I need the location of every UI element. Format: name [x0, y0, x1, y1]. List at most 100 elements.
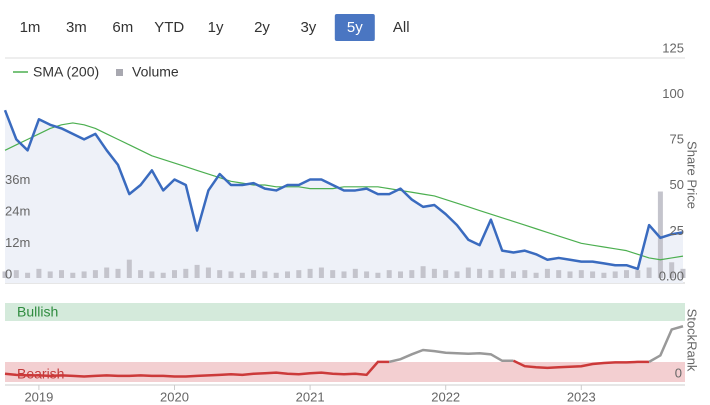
volume-bar: [657, 191, 663, 278]
volume-bar: [70, 272, 76, 278]
y-tick-label: 50: [670, 177, 684, 192]
volume-bar: [375, 272, 381, 278]
band-label: Bullish: [17, 304, 58, 320]
range-button[interactable]: 1m: [20, 19, 41, 36]
volume-bar: [443, 270, 449, 278]
volume-bar: [307, 268, 313, 278]
range-button[interactable]: 3m: [66, 19, 87, 36]
volume-bar: [567, 271, 573, 278]
y-tick-label: 25: [670, 223, 684, 238]
legend-label: Volume: [132, 64, 179, 80]
volume-bar: [194, 264, 200, 278]
stockrank-line: [512, 359, 650, 370]
price-line: [3, 109, 684, 271]
volume-bar: [544, 268, 550, 278]
volume-bar: [25, 272, 31, 278]
legend-label: SMA (200): [33, 64, 99, 80]
range-button[interactable]: 6m: [112, 19, 133, 36]
volume-bar: [409, 270, 415, 278]
x-tick-label: 2023: [567, 389, 596, 404]
volume-bar: [217, 270, 223, 278]
volume-bar: [578, 270, 584, 278]
stockrank-line: [4, 360, 390, 378]
volume-bar: [239, 272, 245, 278]
volume-bar: [160, 272, 166, 278]
volume-bar: [92, 270, 98, 278]
volume-bar: [138, 270, 144, 278]
y-tick-label: 75: [670, 132, 684, 147]
volume-bar: [2, 271, 8, 278]
volume-bar: [149, 271, 155, 278]
volume-bar: [669, 262, 675, 278]
volume-bar: [36, 268, 42, 278]
volume-bar: [251, 270, 257, 278]
volume-bar: [398, 271, 403, 278]
range-button[interactable]: YTD: [154, 19, 184, 36]
volume-bar: [488, 270, 494, 278]
x-tick-label: 2019: [24, 389, 53, 404]
volume-bar: [330, 270, 336, 278]
x-tick-label: 2022: [431, 389, 460, 404]
volume-bar: [612, 271, 618, 278]
y2-tick-label: 24m: [5, 204, 30, 219]
volume-bar: [556, 270, 562, 278]
y2-tick-label: 12m: [5, 235, 30, 250]
range-button-bg[interactable]: [334, 14, 375, 41]
volume-bar: [431, 268, 437, 278]
volume-bar: [646, 267, 652, 278]
range-button[interactable]: 3y: [300, 19, 316, 36]
sma-line: [4, 122, 684, 261]
volume-bar: [499, 268, 505, 278]
volume-bar: [635, 270, 641, 278]
y-tick-label: 100: [662, 86, 684, 101]
volume-bar: [601, 272, 607, 278]
volume-bar: [183, 268, 189, 278]
volume-bar: [454, 271, 460, 278]
volume-bar: [420, 266, 426, 278]
volume-bar: [285, 271, 290, 278]
x-tick-label: 2020: [160, 389, 189, 404]
volume-bar: [477, 268, 483, 278]
range-button[interactable]: 1y: [208, 19, 224, 36]
bullish-band: [5, 303, 685, 321]
volume-bar: [533, 272, 539, 278]
volume-bar: [81, 271, 87, 278]
volume-bar: [352, 268, 358, 278]
range-button[interactable]: 5y: [347, 19, 363, 36]
volume-bar: [228, 271, 234, 278]
y-tick-label: 0.00: [659, 268, 684, 283]
y2-tick-label: 0: [5, 266, 12, 281]
volume-bar: [273, 272, 279, 278]
volume-bar: [205, 267, 211, 278]
volume-bar: [465, 267, 471, 278]
volume-bar: [13, 270, 19, 278]
volume-bar: [511, 271, 516, 278]
volume-bar: [522, 270, 528, 278]
y-tick-label: 0: [675, 365, 682, 380]
volume-bar: [590, 271, 596, 278]
stockrank-line: [648, 325, 684, 363]
volume-bar: [126, 259, 132, 278]
volume-bar: [624, 270, 629, 278]
legend-swatch: [116, 69, 123, 76]
volume-bar: [318, 267, 324, 278]
volume-bar: [386, 270, 392, 278]
stockrank-line: [388, 348, 514, 364]
volume-bar: [115, 268, 121, 278]
volume-bar: [262, 271, 268, 278]
volume-bar: [172, 270, 177, 278]
volume-bar: [341, 271, 347, 278]
volume-bar: [104, 267, 110, 278]
volume-bar: [364, 271, 370, 278]
volume-bar: [680, 268, 686, 278]
volume-bar: [296, 270, 302, 278]
price-area: [5, 110, 683, 283]
band-label: Bearish: [17, 366, 64, 382]
range-button[interactable]: All: [393, 19, 410, 36]
y2-tick-label: 36m: [5, 172, 30, 187]
y-tick-label: 125: [662, 40, 684, 55]
volume-bar: [59, 270, 64, 278]
range-button[interactable]: 2y: [254, 19, 270, 36]
x-tick-label: 2021: [296, 389, 325, 404]
